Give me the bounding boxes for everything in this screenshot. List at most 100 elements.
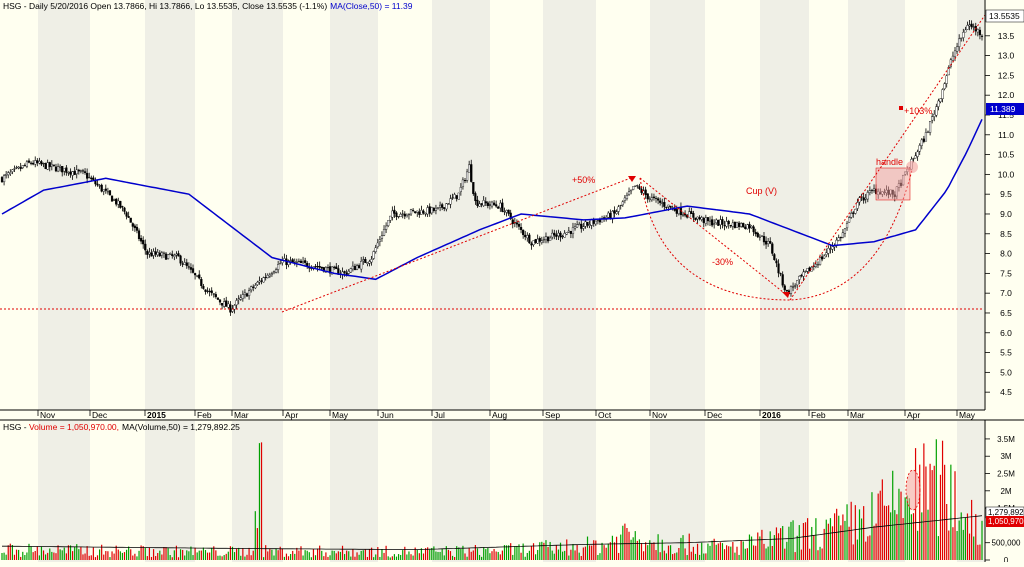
candle-body: [266, 275, 269, 279]
month-band-volume: [760, 421, 809, 562]
candle-body: [503, 211, 506, 213]
candle-body: [785, 289, 788, 292]
candle-body: [740, 223, 743, 227]
candle-body: [854, 208, 857, 214]
month-band-price: [543, 0, 596, 410]
candle-body: [478, 203, 481, 207]
candle-body: [409, 209, 413, 215]
candle-body: [254, 285, 257, 289]
candle-body: [528, 234, 531, 244]
candle-body: [586, 221, 589, 226]
candle-body: [177, 253, 180, 257]
candle-body: [802, 271, 805, 277]
candle-body: [389, 215, 392, 221]
candle-body: [86, 172, 89, 179]
candle-body: [61, 166, 64, 173]
rise-arrow-line: [281, 175, 637, 313]
candle-body: [449, 198, 452, 205]
candle-body: [162, 252, 166, 254]
candle-body: [418, 211, 421, 215]
drop-arrow-head: [782, 292, 790, 298]
candle-body: [189, 267, 193, 270]
candle-body: [247, 290, 251, 296]
candle-body: [534, 239, 537, 243]
candle-body: [374, 247, 377, 252]
candle-body: [196, 275, 199, 277]
candle-body: [434, 207, 438, 211]
price-tag-ma: 11.389: [986, 103, 1024, 115]
candle-body: [200, 279, 203, 287]
x-tick-label: Mar: [234, 410, 249, 420]
candle-body: [235, 300, 238, 306]
candle-body: [333, 266, 336, 268]
candle-body: [619, 204, 622, 206]
candle-body: [416, 210, 419, 213]
x-tick-label: Feb: [811, 410, 826, 420]
candle-body: [551, 232, 554, 238]
candle-body: [482, 200, 485, 206]
candle-body: [729, 224, 732, 227]
candle-body: [980, 35, 984, 37]
candle-body: [744, 226, 747, 229]
candle-body: [69, 171, 72, 175]
candle-body: [955, 46, 959, 52]
candle-body: [708, 219, 712, 222]
candle-body: [191, 268, 195, 273]
candle-body: [951, 55, 955, 61]
volume-tick-label: 2.5M: [997, 470, 1015, 479]
candle-body: [501, 202, 504, 212]
candle-body: [393, 209, 396, 214]
candle-body: [299, 260, 303, 264]
candle-body: [223, 301, 226, 307]
x-tick-label: 2016: [762, 410, 781, 420]
candle-body: [387, 220, 390, 226]
month-band-volume: [650, 421, 705, 562]
breakout-line: [789, 14, 986, 301]
candle-body: [945, 75, 948, 84]
month-band-price: [38, 0, 90, 410]
candle-body: [71, 171, 74, 176]
candle-body: [922, 138, 925, 142]
x-tick-label: Dec: [92, 410, 108, 420]
candle-body: [206, 290, 209, 292]
candle-body: [11, 169, 14, 172]
candle-body: [414, 211, 417, 213]
candle-body: [563, 233, 566, 238]
candle-body: [137, 230, 141, 240]
candle-body: [7, 172, 10, 176]
candle-body: [453, 194, 456, 199]
candle-body: [943, 83, 946, 90]
price-tick-label: 11.0: [998, 130, 1014, 140]
month-band-price: [145, 0, 195, 410]
candle-body: [777, 263, 780, 274]
price-tick-label: 7.5: [1000, 268, 1012, 278]
candle-body: [540, 240, 543, 243]
candle-body: [470, 164, 473, 182]
candle-body: [783, 285, 786, 291]
candle-body: [561, 236, 564, 238]
month-band-price: [232, 0, 283, 410]
candle-body: [864, 197, 867, 200]
candle-body: [845, 223, 849, 229]
candle-body: [40, 161, 43, 165]
candle-body: [316, 265, 319, 268]
candle-body: [326, 267, 330, 269]
candle-body: [710, 219, 714, 226]
candle-body: [827, 247, 830, 254]
candle-body: [268, 274, 271, 277]
candle-body: [530, 243, 533, 246]
candle-body: [825, 252, 828, 255]
rise-arrow-head: [628, 176, 636, 182]
candle-body: [617, 206, 620, 212]
candle-body: [584, 221, 587, 227]
candle-body: [872, 188, 876, 191]
candle-body: [158, 252, 161, 257]
candle-body: [79, 170, 82, 172]
candle-body: [175, 253, 178, 256]
candle-body: [553, 232, 556, 236]
candle-body: [933, 113, 936, 117]
candle-body: [681, 214, 685, 216]
candle-body: [353, 265, 357, 271]
candle-body: [613, 210, 616, 214]
candle-body: [270, 273, 274, 275]
